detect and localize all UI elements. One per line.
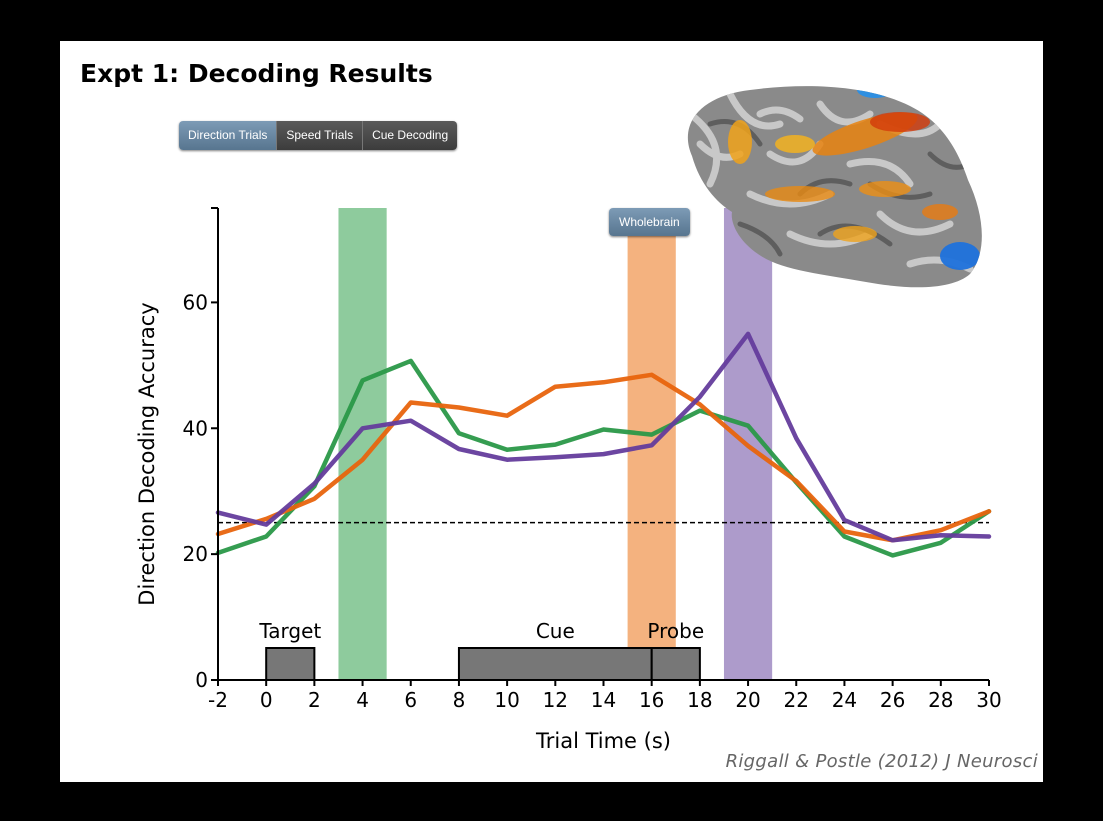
event-label-1: Cue (536, 619, 575, 643)
x-tick-label-10: 18 (687, 688, 712, 712)
x-tick-label-6: 10 (494, 688, 519, 712)
x-tick-label-12: 22 (784, 688, 809, 712)
x-tick-label-0: -2 (208, 688, 228, 712)
tab-speed-trials[interactable]: Speed Trials (276, 121, 363, 150)
tab-cue-decoding[interactable]: Cue Decoding (362, 121, 458, 150)
y-tick-label-2: 40 (183, 416, 208, 440)
x-tick-label-5: 8 (453, 688, 466, 712)
x-tick-label-1: 0 (260, 688, 273, 712)
y-tick-label-3: 60 (183, 290, 208, 314)
x-tick-label-2: 2 (308, 688, 321, 712)
y-tick-label-0: 0 (195, 668, 208, 692)
event-label-2: Probe (647, 619, 704, 643)
series-line-1 (215, 372, 992, 543)
x-tick-label-9: 16 (639, 688, 664, 712)
x-tick-label-14: 26 (880, 688, 905, 712)
trial-type-tabs: Direction Trials Speed Trials Cue Decodi… (179, 121, 458, 150)
x-tick-label-16: 30 (976, 688, 1001, 712)
shaded-window-0 (338, 208, 387, 680)
brain-surface-image (687, 86, 982, 288)
event-box-2 (650, 647, 701, 681)
x-tick-label-11: 20 (735, 688, 760, 712)
citation: Riggall & Postle (2012) J Neurosci (725, 751, 1038, 772)
wholebrain-button[interactable]: Wholebrain (609, 208, 690, 236)
tab-direction-trials[interactable]: Direction Trials (179, 121, 277, 150)
x-tick-label-4: 6 (404, 688, 417, 712)
x-tick-label-7: 12 (543, 688, 568, 712)
y-axis-label: Direction Decoding Accuracy (135, 302, 159, 605)
event-box-1 (457, 647, 653, 681)
event-box-0 (265, 647, 316, 681)
y-tick-label-1: 20 (183, 542, 208, 566)
series-line-2 (215, 331, 992, 543)
x-tick-label-15: 28 (928, 688, 953, 712)
chart: Target Cue Probe-2 0 2 4 6 8 10 12 14 16 18 20 22 24 26 2… (135, 207, 1002, 753)
event-label-0: Target (258, 619, 321, 643)
x-tick-label-13: 24 (832, 688, 857, 712)
slide: Target Cue Probe -2 0 2 4 6 8 10 12 14 16 18 20 22 24 26 2… (60, 41, 1043, 782)
x-tick-label-8: 14 (591, 688, 616, 712)
x-axis-label: Trial Time (s) (535, 729, 671, 753)
slide-title: Expt 1: Decoding Results (80, 59, 433, 88)
series-line-0 (215, 358, 992, 558)
x-tick-label-3: 4 (356, 688, 369, 712)
